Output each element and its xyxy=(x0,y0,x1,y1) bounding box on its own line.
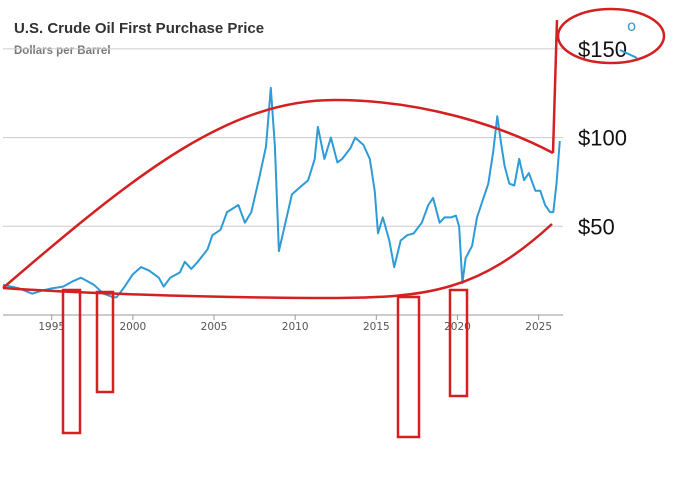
annotation-vertical-stroke xyxy=(551,19,559,154)
x-axis xyxy=(3,314,563,320)
x-tick-label: 2000 xyxy=(119,321,146,333)
annotation-doodle-stroke xyxy=(619,49,638,59)
annotation-bar-1998 xyxy=(95,290,115,394)
y-tick-label: $100 xyxy=(578,126,627,151)
annotation-circle xyxy=(556,7,666,65)
annotation-doodle-o: o xyxy=(627,17,636,35)
y-tick-label: $50 xyxy=(578,214,615,239)
x-tick-label: 2005 xyxy=(201,321,228,333)
x-tick-label: 2010 xyxy=(282,321,309,333)
y-tick-label: $150 xyxy=(578,37,627,62)
chart-title: U.S. Crude Oil First Purchase Price xyxy=(14,20,265,37)
hand-drawn-annotations: o xyxy=(2,7,666,439)
annotation-bar-2020 xyxy=(448,288,469,398)
annotation-arc-top xyxy=(2,98,554,289)
gridlines xyxy=(3,48,563,227)
x-tick-labels: 1995 2000 2005 2010 2015 2020 2025 xyxy=(38,321,552,333)
x-tick-label: 2025 xyxy=(525,321,552,333)
annotation-bottom-curve xyxy=(2,223,553,300)
price-series-line xyxy=(2,86,561,299)
x-tick-label: 1995 xyxy=(38,321,65,333)
annotation-bar-2017 xyxy=(396,295,421,439)
y-tick-labels: $50 $100 $150 xyxy=(578,37,627,239)
annotation-bar-1996 xyxy=(61,288,82,435)
x-tick-label: 2015 xyxy=(363,321,390,333)
chart-subtitle: Dollars per Barrel xyxy=(14,45,111,57)
